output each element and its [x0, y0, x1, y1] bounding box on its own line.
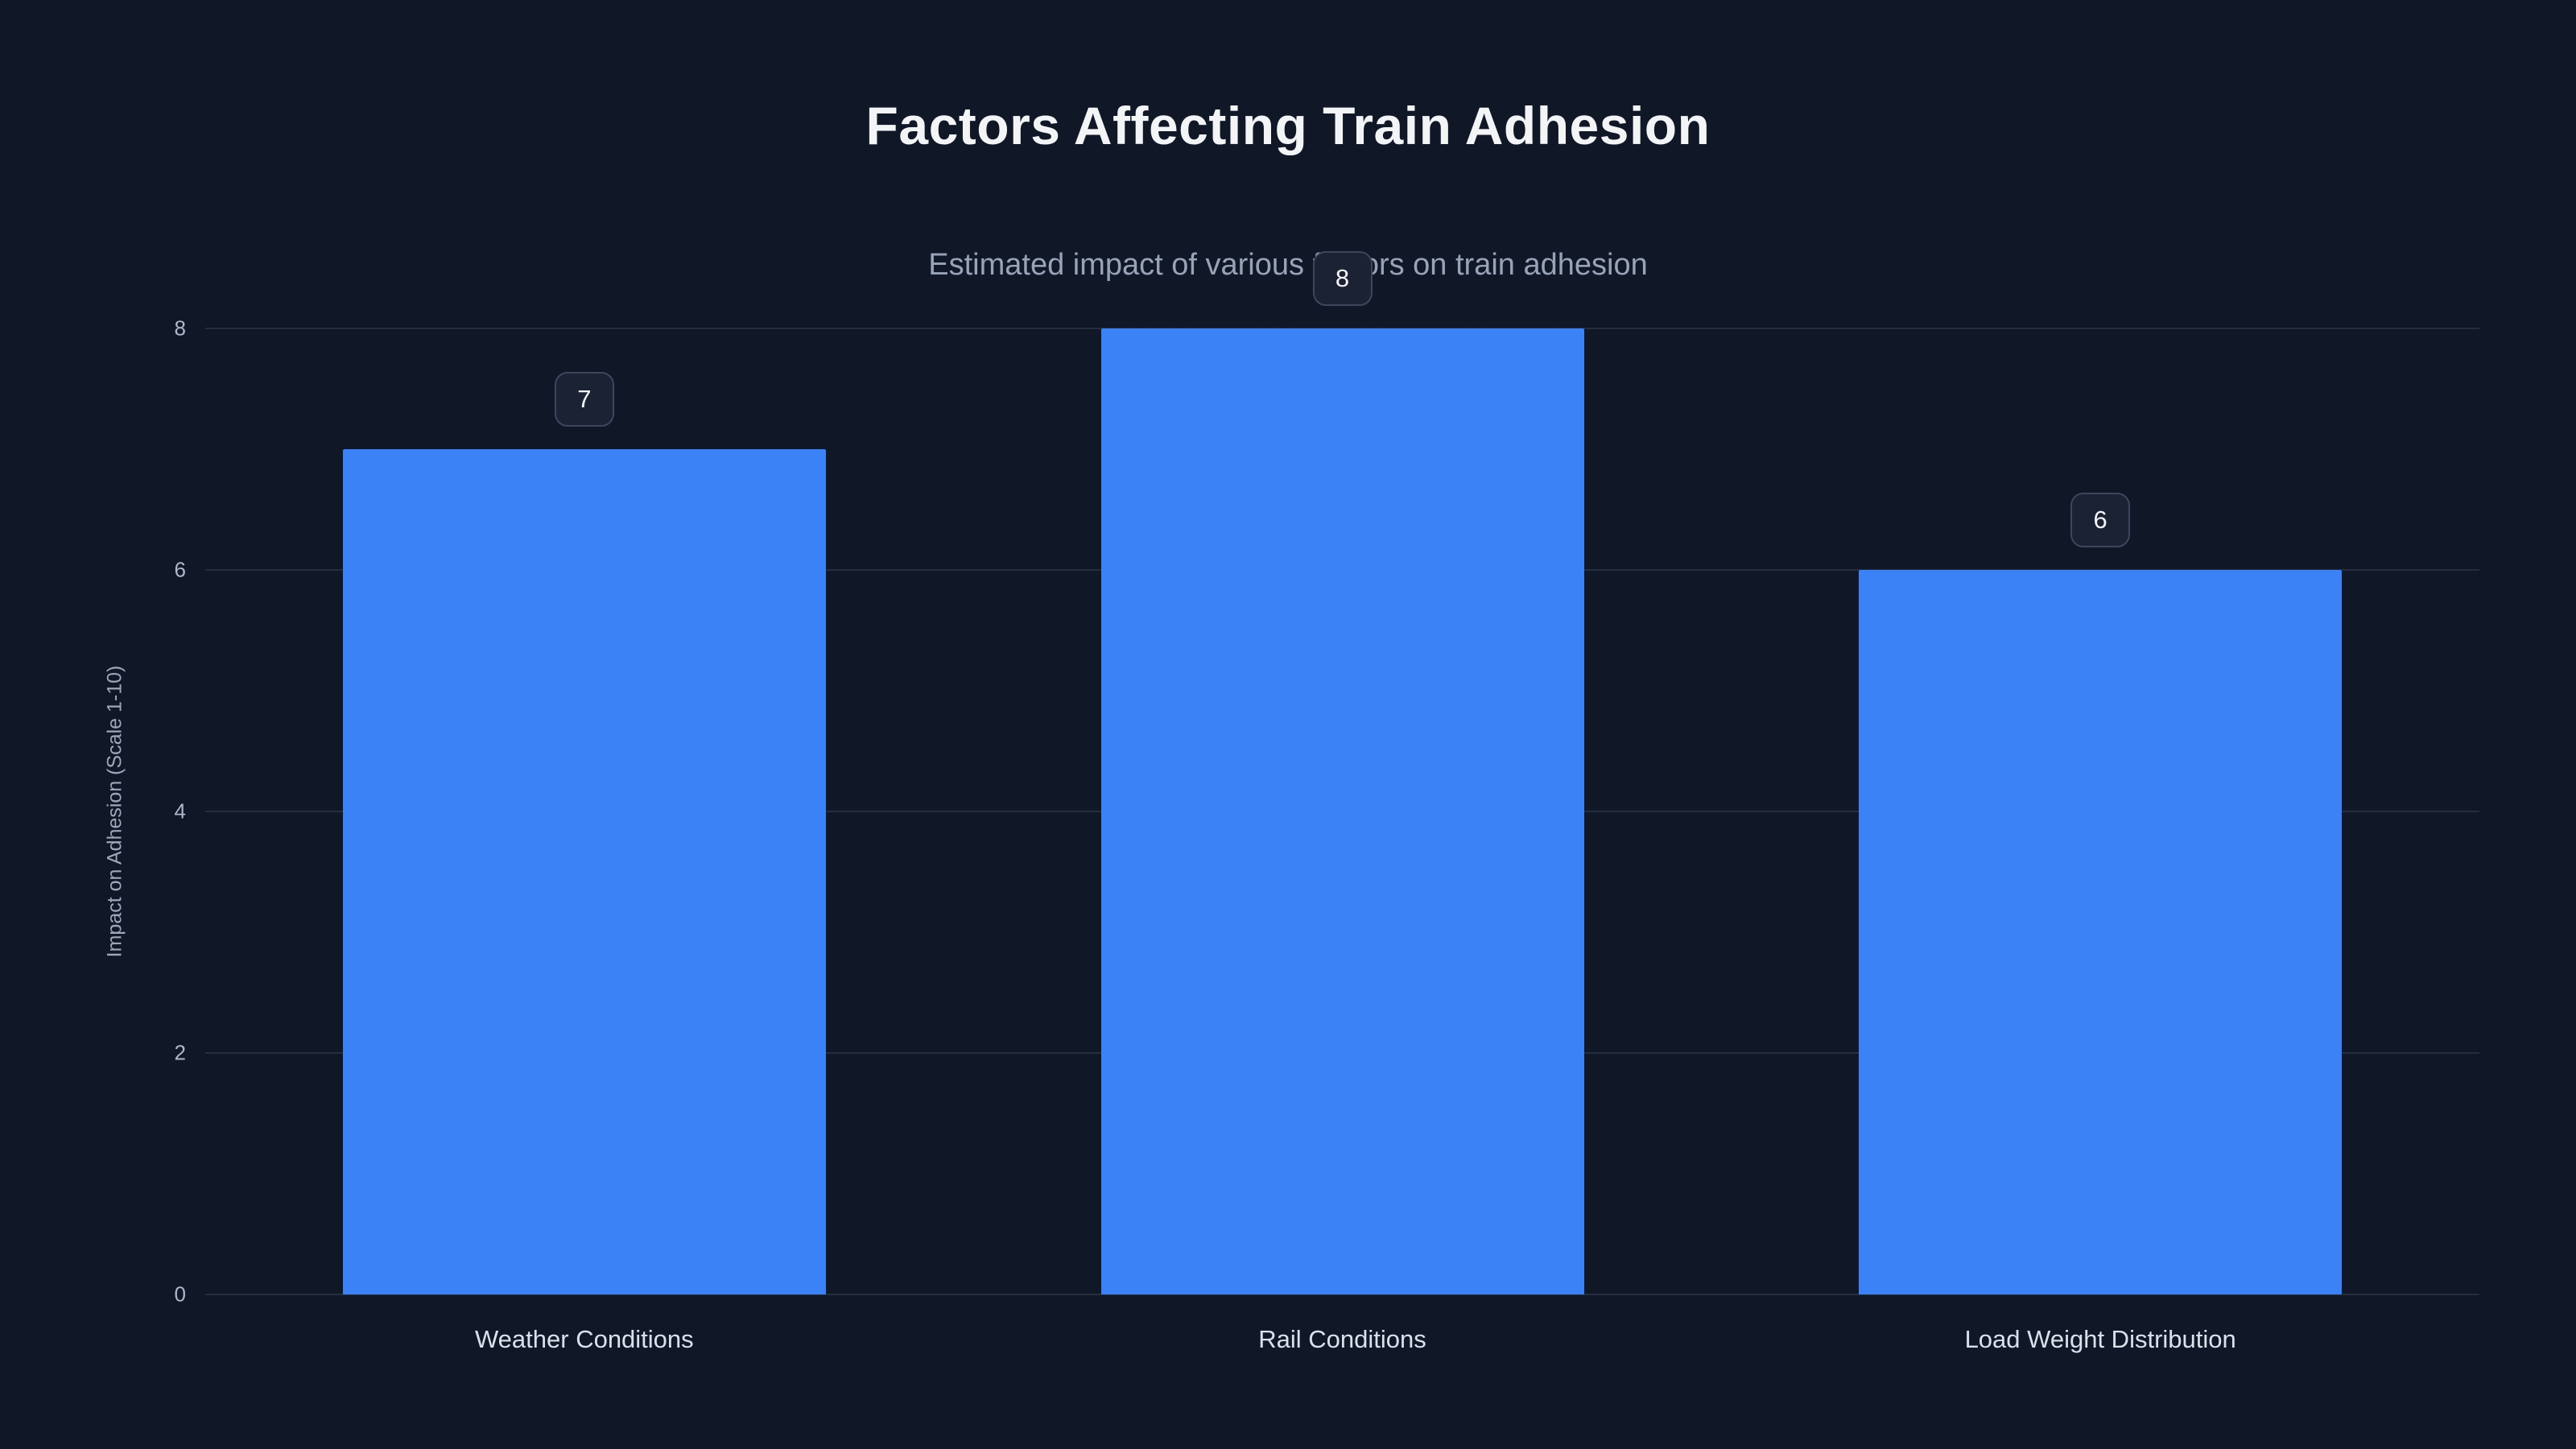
x-tick-label-rail-conditions: Rail Conditions [1258, 1325, 1426, 1353]
y-tick-label-2: 2 [174, 1040, 186, 1065]
y-tick-label-6: 6 [174, 557, 186, 582]
y-tick-label-4: 4 [174, 799, 186, 824]
bar-chart-plot-area: 0 2 4 6 8 7 Weather Conditions 8 Rail Conditions… [175, 251, 2479, 1353]
value-badge-rail-conditions: 8 [1312, 251, 1373, 306]
value-badge-load-weight-distribution: 6 [2070, 493, 2131, 547]
bar-load-weight-distribution [1859, 570, 2343, 1294]
bar-rail-conditions [1100, 328, 1584, 1294]
gridline-y-0 [205, 1294, 2479, 1295]
chart-title: Factors Affecting Train Adhesion [865, 96, 1711, 155]
y-tick-label-8: 8 [174, 316, 186, 341]
x-tick-label-weather-conditions: Weather Conditions [474, 1325, 694, 1353]
y-tick-label-0: 0 [174, 1282, 186, 1307]
value-badge-weather-conditions: 7 [554, 372, 614, 427]
bar-weather-conditions [342, 449, 826, 1294]
x-tick-label-load-weight-distribution: Load Weight Distribution [1964, 1325, 2236, 1353]
chart-subtitle: Estimated impact of various factors on t… [928, 248, 1648, 282]
y-axis-label: Impact on Adhesion (Scale 1-10) [103, 665, 126, 958]
